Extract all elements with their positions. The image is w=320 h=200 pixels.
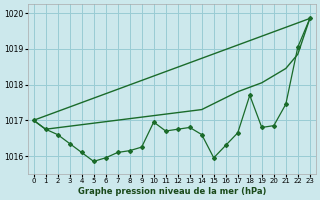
X-axis label: Graphe pression niveau de la mer (hPa): Graphe pression niveau de la mer (hPa) [77,187,266,196]
